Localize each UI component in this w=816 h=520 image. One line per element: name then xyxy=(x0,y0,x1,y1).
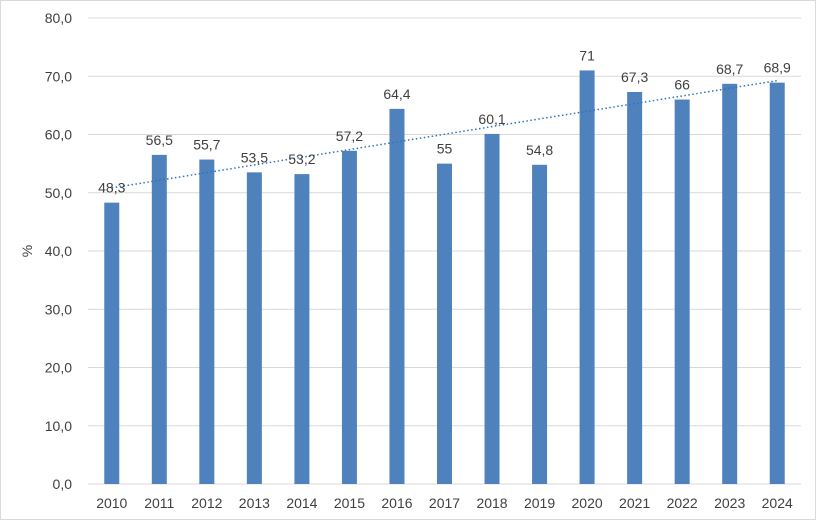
y-axis-title: % xyxy=(19,245,35,257)
data-labels: 48,3 56,5 55,7 53,5 53,2 57,2 64,4 55 60,1 54,8 71… xyxy=(98,47,791,195)
x-tick-label: 2013 xyxy=(239,495,270,511)
bar xyxy=(151,154,167,484)
y-tick-label: 0,0 xyxy=(53,476,73,492)
data-label: 57,2 xyxy=(336,128,363,144)
x-tick-label: 2011 xyxy=(144,495,174,511)
data-label: 55 xyxy=(437,141,453,157)
bar xyxy=(532,164,548,485)
x-tick-label: 2012 xyxy=(191,495,222,511)
x-tick-label: 2019 xyxy=(524,495,555,511)
bar xyxy=(627,91,643,484)
bar xyxy=(104,202,120,484)
data-label: 68,7 xyxy=(716,61,743,77)
bar xyxy=(294,174,310,485)
y-tick-label: 50,0 xyxy=(45,185,72,201)
data-label: 67,3 xyxy=(621,69,648,85)
y-tick-label: 20,0 xyxy=(45,360,72,376)
x-tick-label: 2022 xyxy=(667,495,698,511)
data-label: 68,9 xyxy=(764,60,791,76)
bar xyxy=(389,108,405,485)
x-tick-label: 2024 xyxy=(762,495,793,511)
data-label: 55,7 xyxy=(193,137,220,153)
bar xyxy=(484,133,500,485)
y-tick-label: 70,0 xyxy=(45,68,72,84)
data-label: 53,5 xyxy=(241,149,268,165)
data-label: 71 xyxy=(579,47,595,63)
data-label: 48,3 xyxy=(98,180,125,196)
bar xyxy=(437,163,452,484)
x-tick-label: 2015 xyxy=(334,495,365,511)
bar xyxy=(341,150,357,484)
x-tick-label: 2021 xyxy=(619,495,650,511)
bar xyxy=(674,99,690,485)
trendline xyxy=(111,79,778,189)
y-tick-label: 10,0 xyxy=(45,418,72,434)
bar-series xyxy=(104,70,785,485)
x-tick-label: 2020 xyxy=(572,495,603,511)
bar xyxy=(769,82,785,484)
data-label: 64,4 xyxy=(383,86,410,102)
data-label: 54,8 xyxy=(526,142,553,158)
y-tick-label: 60,0 xyxy=(45,127,72,143)
trendline-group xyxy=(111,79,778,189)
x-axis: 2010 2011 2012 2013 2014 2015 2016 2017 2018 2019… xyxy=(96,495,793,511)
x-tick-label: 2010 xyxy=(96,495,127,511)
y-tick-label: 80,0 xyxy=(45,10,72,26)
data-label: 66 xyxy=(674,77,690,93)
data-label: 53,2 xyxy=(288,151,315,167)
bar xyxy=(246,172,262,485)
bar xyxy=(579,70,595,485)
x-tick-label: 2016 xyxy=(381,495,412,511)
x-tick-label: 2017 xyxy=(429,495,460,511)
y-tick-label: 30,0 xyxy=(45,301,72,317)
x-tick-label: 2014 xyxy=(286,495,317,511)
y-axis: 0,0 10,0 20,0 30,0 40,0 50,0 60,0 70,0 80,0 xyxy=(45,10,72,492)
bar xyxy=(722,83,738,484)
bar xyxy=(199,159,215,485)
data-label: 56,5 xyxy=(146,132,173,148)
y-tick-label: 40,0 xyxy=(45,243,72,259)
x-tick-label: 2023 xyxy=(714,495,745,511)
data-label: 60,1 xyxy=(478,111,505,127)
x-tick-label: 2018 xyxy=(476,495,507,511)
